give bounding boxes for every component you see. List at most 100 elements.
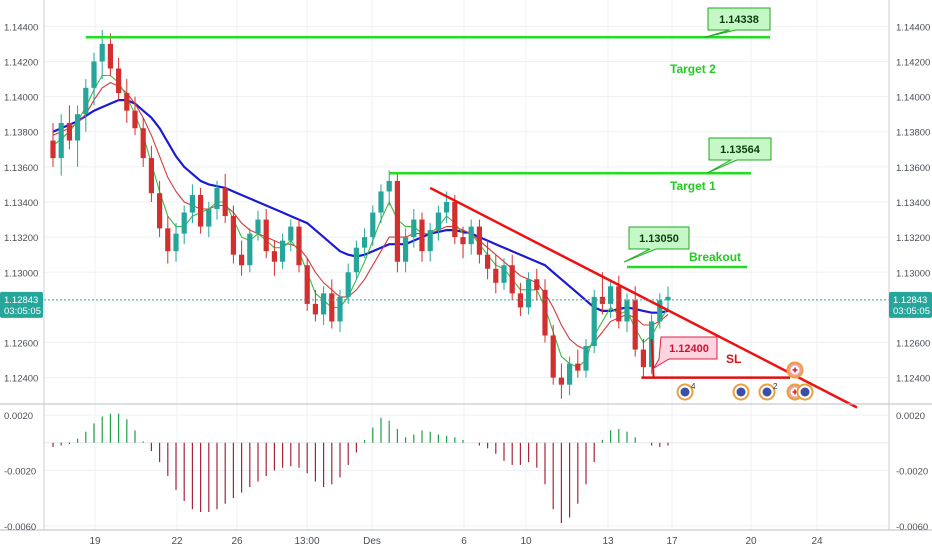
candle (411, 209, 417, 248)
candle (460, 226, 466, 259)
candle (337, 289, 343, 332)
moving-average-blue (52, 99, 669, 314)
target-1-label: Target 1 (670, 179, 716, 193)
x-tick: 22 (171, 536, 183, 547)
target-1-callout: 1.13564 (706, 137, 772, 174)
candle-body (403, 237, 409, 262)
candle (558, 363, 564, 399)
candle (632, 286, 638, 357)
candle-body (312, 303, 318, 315)
resistance-trendline (429, 186, 858, 409)
candle-body (485, 254, 491, 269)
target-1-callout-bubble (706, 137, 772, 174)
event-icon-flag (762, 387, 772, 397)
target-2-callout-text: 1.14338 (719, 14, 759, 26)
candle (353, 240, 359, 280)
x-tick: 13 (602, 536, 614, 547)
candle-body (640, 349, 646, 368)
candle (534, 268, 540, 301)
y-tick-left: 1.12600 (4, 339, 38, 350)
candle (468, 219, 474, 255)
candle-body (189, 194, 195, 213)
candle (435, 205, 441, 241)
x-tick: 24 (811, 536, 823, 547)
candle-body (550, 335, 556, 378)
osc-tick-left: -0.0020 (4, 466, 36, 477)
event-icon-flag (736, 387, 746, 397)
candle-body (66, 122, 72, 141)
candle (132, 96, 138, 136)
candle-body (517, 293, 523, 308)
osc-tick-right: -0.0020 (896, 466, 928, 477)
drawing-lines[interactable] (44, 35, 889, 409)
candle (288, 219, 294, 252)
event-icon-flag (800, 387, 810, 397)
y-tick-left: 1.13800 (4, 128, 38, 139)
annotations[interactable]: 1.14338 1.13564 1.13050 1.12400 Target 2 Targ… (623, 7, 814, 401)
candle (50, 122, 56, 167)
event-badge-count: 2 (773, 382, 778, 391)
moving-average-green (52, 74, 669, 368)
candle-body (608, 286, 614, 304)
candle-body (526, 279, 532, 308)
candle-body (542, 289, 548, 336)
candle-body (370, 212, 376, 238)
candle (198, 187, 204, 234)
candle (107, 33, 113, 76)
candle-body (148, 158, 154, 194)
candle-body (91, 61, 97, 88)
candle (247, 228, 253, 273)
candle-body (296, 226, 302, 266)
x-tick: 20 (745, 536, 757, 547)
x-tick: 10 (520, 536, 532, 547)
candle-body (575, 363, 581, 371)
target-2-callout: 1.14338 (704, 7, 771, 38)
candle-body (181, 212, 187, 234)
candle (599, 272, 605, 315)
candle (140, 117, 146, 167)
sl-callout: 1.12400 (652, 336, 718, 370)
candle (304, 258, 310, 311)
y-tick-left: 1.13000 (4, 268, 38, 279)
x-tick: 6 (461, 536, 467, 547)
candle (624, 293, 630, 332)
sl-callout-bubble (652, 336, 718, 370)
candle (124, 79, 130, 123)
x-tick: 13:00 (294, 536, 319, 547)
candle-body (419, 219, 425, 252)
candle (321, 286, 327, 325)
candle-body (509, 265, 515, 294)
y-tick-left: 1.14400 (4, 22, 38, 33)
candle-body (476, 226, 482, 255)
candle (394, 173, 400, 273)
candle (296, 219, 302, 273)
candle (378, 184, 384, 224)
event-plus-cross (792, 367, 798, 373)
candle (657, 293, 663, 329)
candle-body (132, 110, 138, 129)
candle-body (534, 279, 540, 290)
candle-body (624, 300, 630, 322)
candle-body (124, 93, 130, 111)
sl-label: SL (726, 352, 741, 366)
target-1-callout-text: 1.13564 (720, 144, 761, 156)
candle-body (362, 237, 368, 248)
candle-body (140, 128, 146, 159)
target-2-callout-bubble (704, 7, 771, 38)
candle (493, 254, 499, 294)
candle-body (58, 122, 64, 159)
candle (583, 339, 589, 378)
event-badge-count: 4 (691, 382, 696, 391)
candle (157, 180, 163, 238)
y-tick-left: 1.13400 (4, 198, 38, 209)
candle (83, 79, 89, 132)
candle-body (665, 296, 671, 301)
candle (419, 212, 425, 262)
candle (239, 240, 245, 276)
event-icon-flag (680, 387, 690, 397)
y-tick-right: 1.13200 (896, 233, 930, 244)
y-tick-left: 1.14000 (4, 93, 38, 104)
osc-tick-right: 0.0020 (896, 411, 925, 422)
osc-tick-left: -0.0060 (4, 522, 36, 533)
candle (329, 279, 335, 329)
